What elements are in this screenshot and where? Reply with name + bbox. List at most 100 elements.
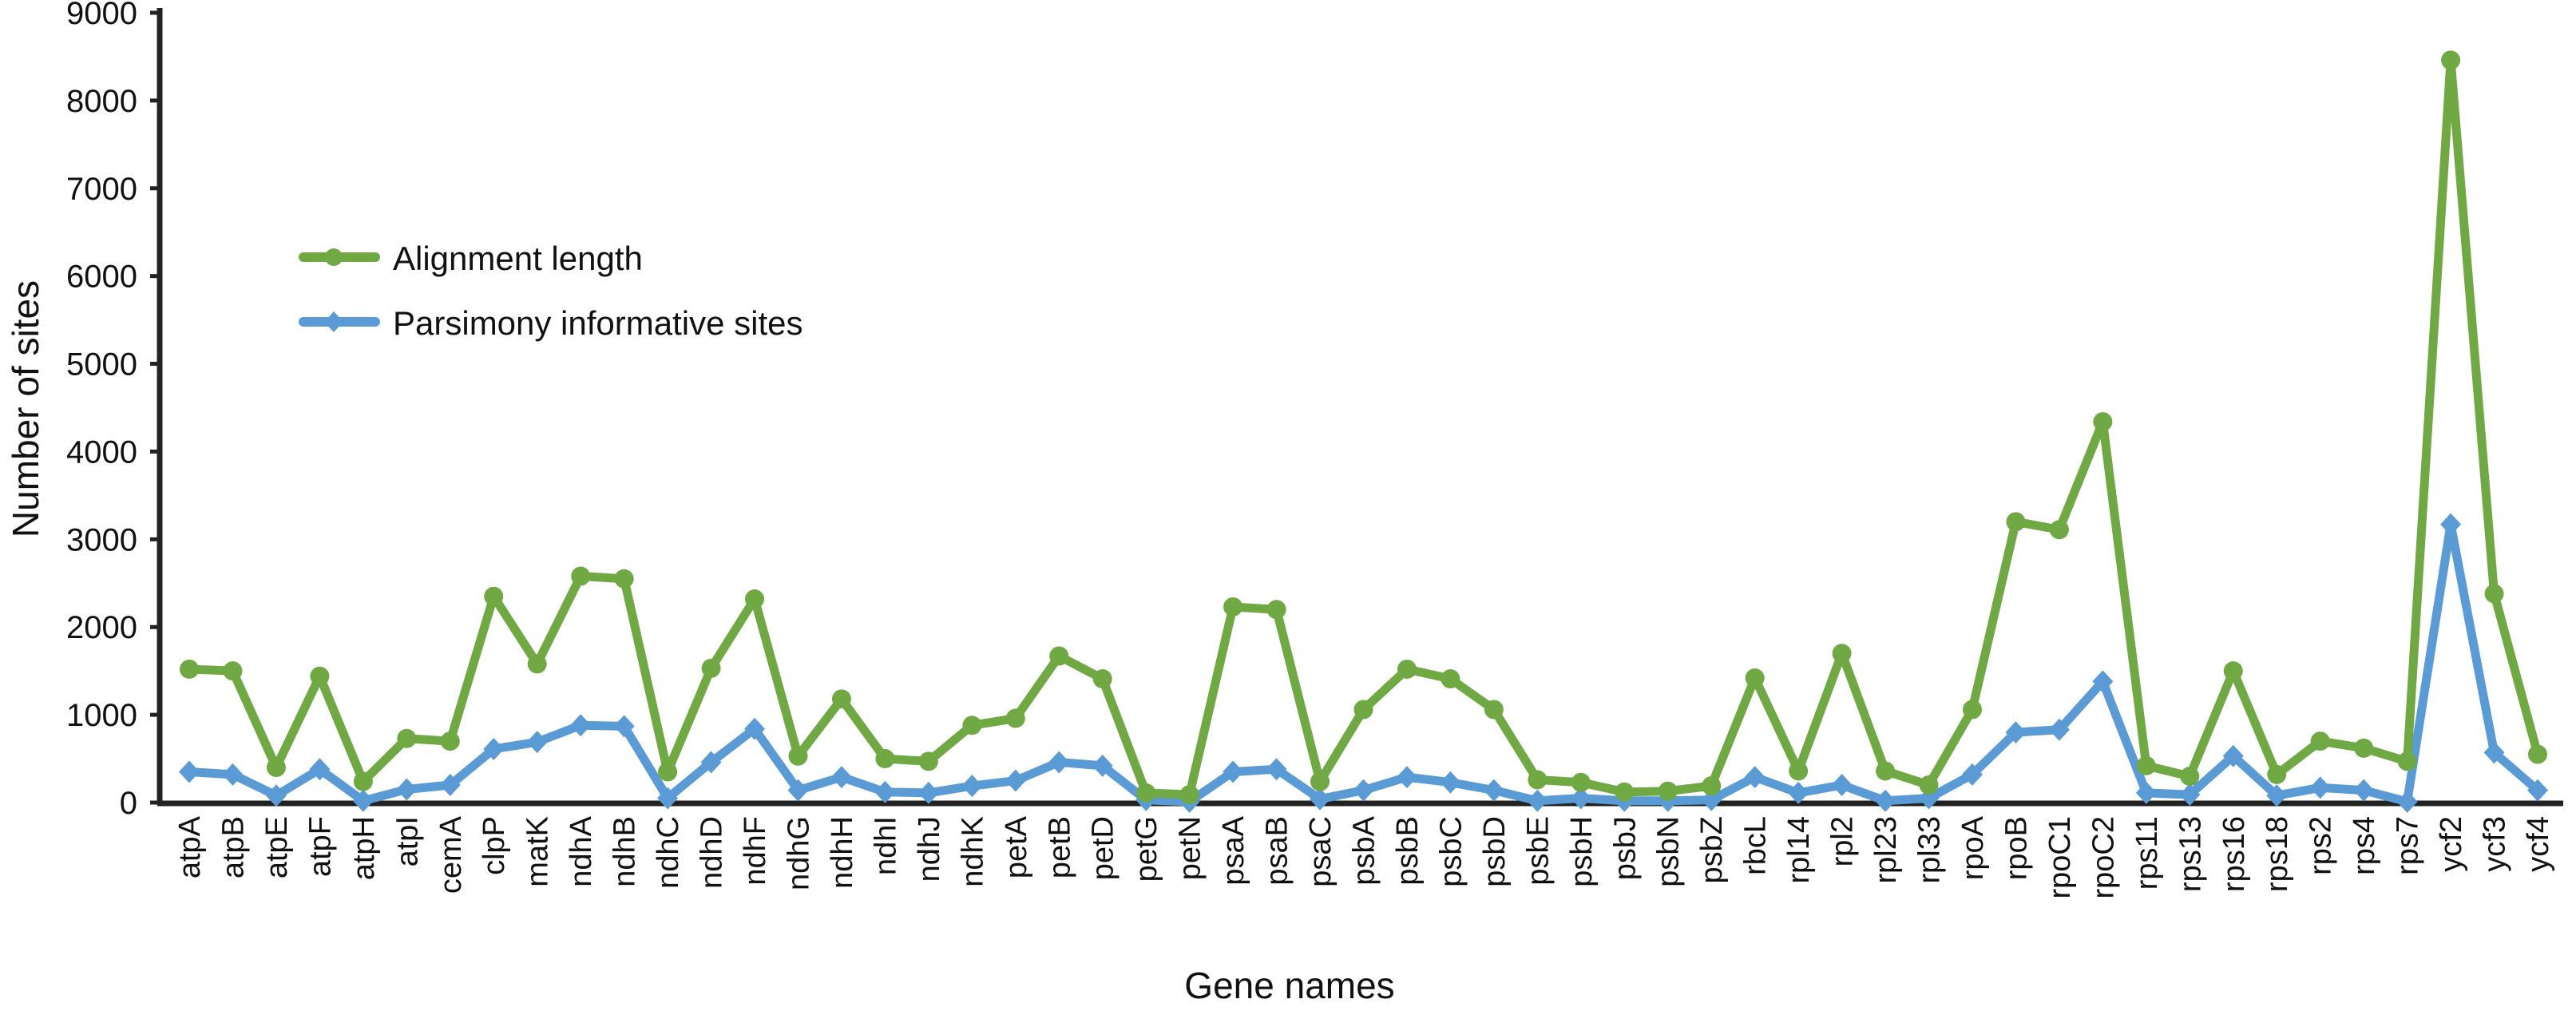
data-point [571,566,591,586]
data-point [831,689,851,709]
data-point [2528,744,2547,764]
legend-marker-parsimony [324,311,343,332]
data-point [2179,783,2201,807]
data-point [2005,721,2027,744]
data-point [1223,760,1244,783]
x-tick-label: ndhJ [913,816,946,882]
data-point [2006,512,2026,532]
x-tick-label: ndhG [782,816,815,890]
x-tick-label: ndhD [696,816,729,889]
data-point [1136,783,1156,803]
data-point [614,569,634,589]
data-point [2484,584,2504,604]
data-point [2136,755,2156,775]
x-tick-label: rps2 [2305,816,2338,875]
data-point [396,778,418,801]
data-point [2353,779,2375,802]
data-point [2397,751,2417,771]
x-tick-label: petA [1000,815,1033,878]
data-point [1962,700,1982,720]
data-point [1744,766,1766,789]
data-point [527,654,547,674]
x-tick-label: ycf2 [2435,816,2468,872]
x-tick-label: rpoC1 [2043,816,2077,899]
data-point [440,731,460,751]
data-point [439,774,461,797]
y-tick-label: 3000 [66,522,137,557]
data-point [830,766,852,789]
x-tick-label: ndhF [739,816,772,886]
data-point [613,715,635,738]
y-tick-label: 9000 [66,0,137,31]
data-point [874,780,896,803]
data-point [1353,779,1374,802]
data-point [2266,784,2288,807]
data-point [1266,600,1286,620]
data-point [352,789,374,812]
data-point [1615,782,1635,802]
x-tick-label: psaC [1304,816,1338,887]
x-tick-label: rpl33 [1913,816,1947,884]
x-tick-label: atpF [303,816,337,877]
data-point [2267,764,2287,784]
data-point [179,760,200,783]
data-point [223,661,243,681]
x-tick-label: atpA [173,815,207,878]
x-tick-label: rps11 [2130,816,2164,890]
x-tick-label: psbD [1478,816,1512,887]
x-tick-label: matK [521,816,555,887]
data-point [1353,700,1373,720]
data-point [483,737,505,760]
data-point [2180,767,2200,787]
series-alignment-length [180,50,2547,805]
x-tick-label: rps7 [2392,816,2425,875]
data-point [353,771,373,791]
data-point [700,751,722,774]
data-point [1702,776,1722,796]
data-point [2135,781,2157,804]
data-point [1528,770,1548,790]
x-tick-label: rbcL [1739,816,1773,875]
data-point [917,781,939,804]
x-tick-label: ndhA [565,815,598,886]
data-point [310,666,330,686]
data-point [484,586,504,606]
x-tick-label: psbA [1348,815,1381,885]
data-point [1571,772,1591,792]
x-tick-label: psaB [1261,816,1294,886]
x-tick-label: rpl14 [1782,816,1816,884]
data-point [1005,708,1025,728]
x-tick-label: ycf4 [2522,816,2555,872]
x-tick-label: psbH [1565,816,1599,887]
data-point [526,731,548,754]
data-point [2396,790,2418,813]
y-tick-label: 5000 [66,347,137,383]
legend-marker-alignment [325,248,343,266]
series-line [188,55,2542,799]
data-point [1005,769,1026,792]
x-tick-label: psbJ [1608,816,1642,880]
x-tick-label: petG [1130,816,1163,882]
data-point [1527,789,1548,812]
data-point [1961,763,1983,786]
x-tick-label: petN [1174,816,1207,880]
data-point [2092,670,2114,693]
data-point [1831,774,1853,797]
data-point [1310,787,1331,811]
data-point [1179,785,1199,805]
x-tick-label: rps13 [2174,816,2207,892]
data-point [1049,646,1069,666]
data-point [2483,741,2505,764]
data-point [266,758,286,778]
data-point [2222,744,2244,767]
data-point [745,589,765,609]
x-tick-label: atpI [390,816,424,866]
data-point [2049,520,2069,540]
data-point [1570,787,1591,810]
legend: Alignment length Parsimony informative s… [299,240,803,342]
y-tick-label: 8000 [66,84,137,119]
data-point [1876,761,1896,781]
x-tick-label: cemA [434,815,468,894]
x-tick-label: atpB [216,816,250,878]
data-point [1484,700,1504,720]
